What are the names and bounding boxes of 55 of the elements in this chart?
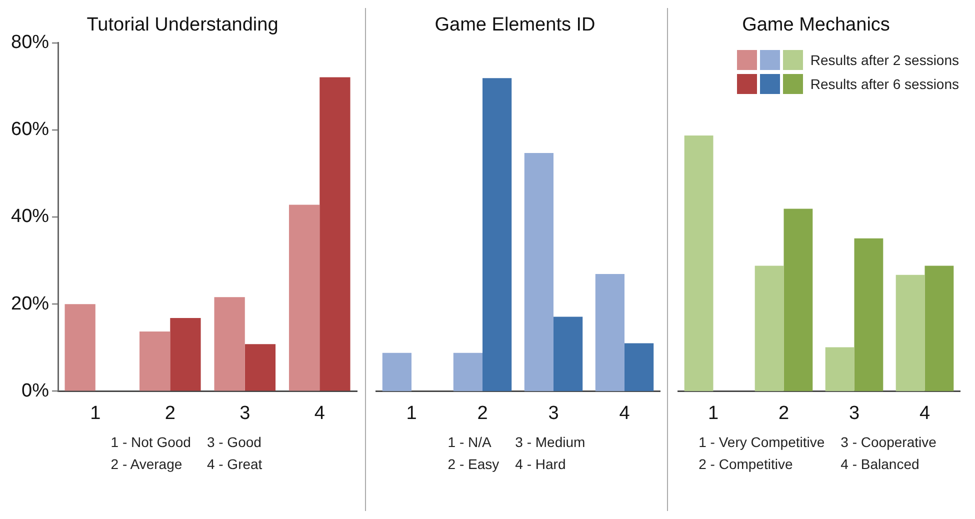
bar (784, 208, 813, 392)
text: 4 - Great (206, 456, 262, 472)
bar (64, 304, 96, 391)
bar (854, 238, 884, 392)
legend-label: Results after 6 sessions (810, 76, 959, 92)
text: 3 - Cooperative (840, 434, 936, 450)
bar (924, 266, 954, 392)
text: 4 - Hard (515, 456, 567, 472)
bar (825, 347, 854, 392)
bar (595, 274, 624, 392)
bar (288, 204, 320, 391)
x-tick-label: 1 (90, 402, 101, 424)
bar (170, 318, 201, 391)
bar (244, 344, 276, 391)
y-tick-label: 80% (10, 32, 50, 54)
y-tick-label: 40% (10, 206, 50, 228)
y-tick-label: 60% (10, 119, 50, 140)
bar (754, 266, 784, 392)
text: 2 - Average (110, 456, 184, 472)
text: 1 - N/A (448, 434, 492, 450)
bar (482, 78, 512, 392)
bar (524, 152, 554, 392)
x-tick-label: 2 (164, 402, 176, 424)
text: 3 - Good (206, 434, 262, 450)
y-tick-label: 20% (10, 293, 50, 314)
bar (453, 352, 482, 392)
text: 1 - Very Competitive (698, 434, 825, 450)
x-tick-label: 3 (548, 402, 559, 424)
x-tick-label: 3 (240, 402, 250, 424)
text: 2 - Easy (448, 456, 500, 472)
y-tick-label: 0% (22, 380, 50, 402)
x-tick-label: 2 (778, 402, 790, 424)
text: 3 - Medium (515, 434, 586, 450)
x-tick-label: 3 (848, 402, 860, 424)
x-tick-label: 4 (619, 402, 630, 424)
x-tick-label: 1 (708, 402, 719, 424)
chart-title: Game Elements ID (434, 14, 596, 36)
chart-title: Game Mechanics (742, 14, 890, 36)
bar (554, 316, 583, 392)
text: 1 - Not Good (110, 434, 191, 450)
legend-label: Results after 2 sessions (810, 52, 959, 68)
bar (624, 343, 654, 392)
text: 4 - Balanced (840, 456, 920, 472)
bar (214, 297, 245, 391)
bar (684, 136, 714, 392)
text: 2 - Competitive (698, 456, 794, 472)
bar (140, 332, 170, 391)
x-tick-label: 4 (314, 402, 326, 424)
chart-title: Tutorial Understanding (86, 14, 278, 36)
bar (320, 77, 350, 391)
x-tick-label: 2 (477, 402, 488, 424)
bar (382, 352, 412, 392)
bar (896, 274, 925, 392)
x-tick-label: 1 (406, 402, 417, 424)
x-tick-label: 4 (919, 402, 930, 424)
